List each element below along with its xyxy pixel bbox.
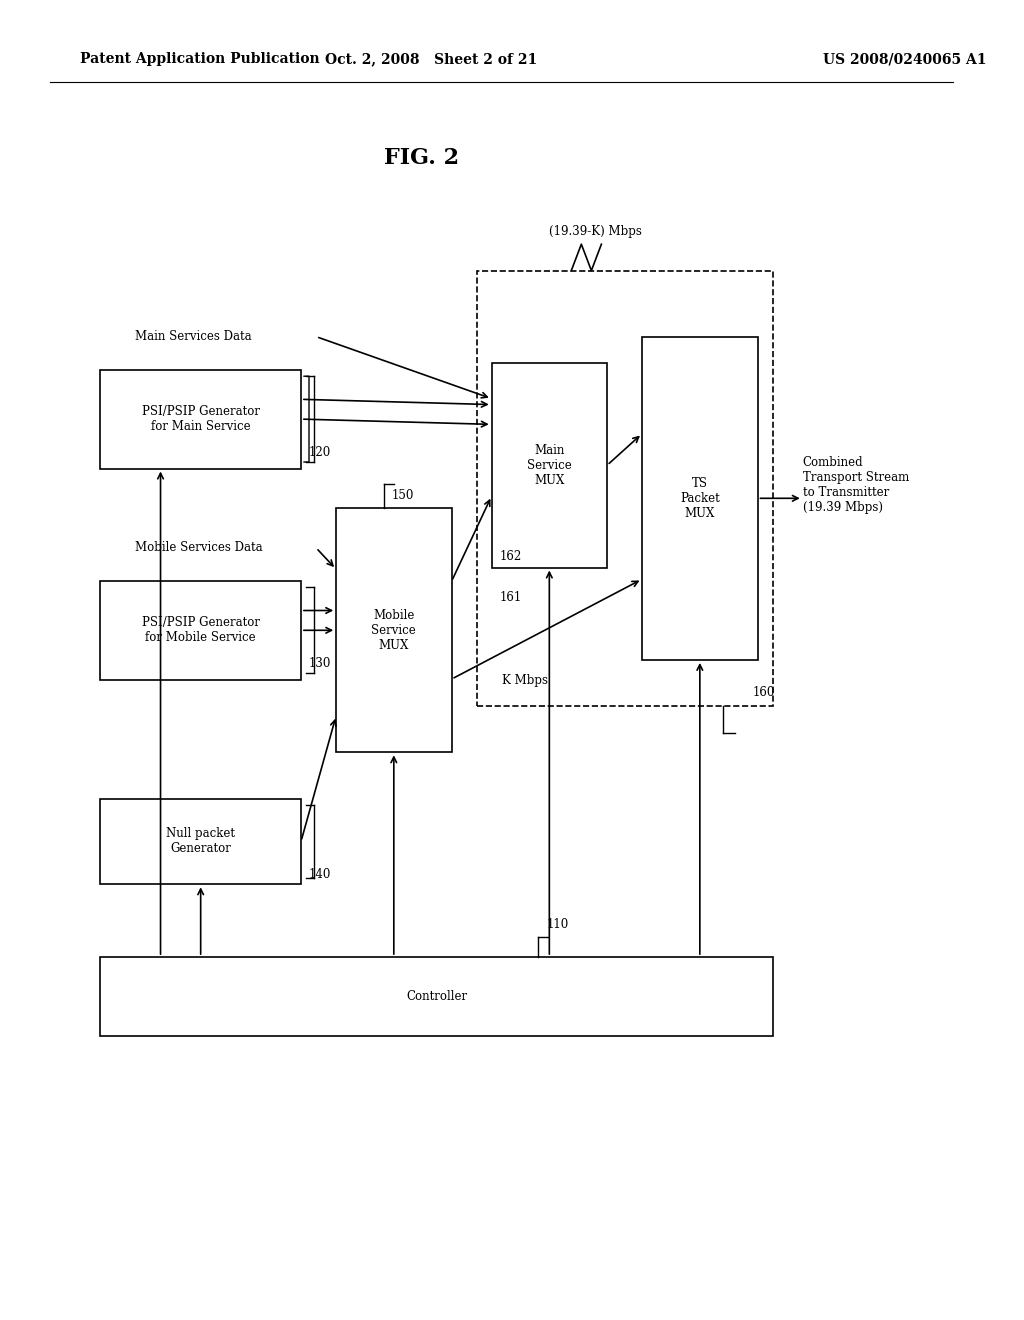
Text: 120: 120 [309,446,332,458]
Text: PSI/PSIP Generator
for Mobile Service: PSI/PSIP Generator for Mobile Service [141,616,260,644]
Text: Main Services Data: Main Services Data [135,330,252,343]
Text: Mobile Services Data: Mobile Services Data [135,541,263,554]
Text: Controller: Controller [406,990,467,1003]
Text: US 2008/0240065 A1: US 2008/0240065 A1 [822,53,986,66]
Text: 162: 162 [500,550,522,564]
Text: TS
Packet
MUX: TS Packet MUX [680,477,720,520]
FancyBboxPatch shape [492,363,607,568]
Text: 110: 110 [547,917,569,931]
FancyBboxPatch shape [100,370,301,469]
Text: 130: 130 [309,657,332,669]
FancyBboxPatch shape [336,508,452,752]
Text: 140: 140 [309,869,332,880]
Text: Oct. 2, 2008   Sheet 2 of 21: Oct. 2, 2008 Sheet 2 of 21 [326,53,538,66]
FancyBboxPatch shape [642,337,758,660]
Text: (19.39-K) Mbps: (19.39-K) Mbps [549,224,641,238]
Text: PSI/PSIP Generator
for Main Service: PSI/PSIP Generator for Main Service [141,405,260,433]
Text: Main
Service
MUX: Main Service MUX [527,444,571,487]
Text: Mobile
Service
MUX: Mobile Service MUX [372,609,416,652]
Text: 160: 160 [753,686,775,700]
Text: K Mbps: K Mbps [502,675,548,688]
FancyBboxPatch shape [100,957,772,1036]
Text: 161: 161 [500,591,522,605]
Text: Null packet
Generator: Null packet Generator [166,828,236,855]
Text: FIG. 2: FIG. 2 [384,148,459,169]
Text: Combined
Transport Stream
to Transmitter
(19.39 Mbps): Combined Transport Stream to Transmitter… [803,457,909,513]
FancyBboxPatch shape [100,799,301,884]
Text: Patent Application Publication: Patent Application Publication [80,53,319,66]
FancyBboxPatch shape [100,581,301,680]
Text: 150: 150 [391,488,414,502]
